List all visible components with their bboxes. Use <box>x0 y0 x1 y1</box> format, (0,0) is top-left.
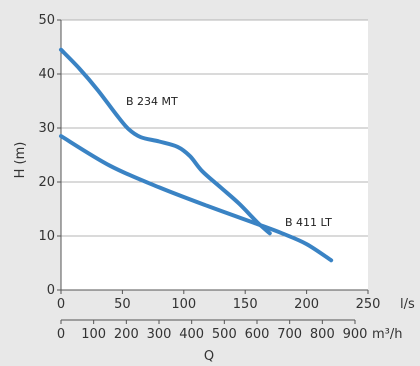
x-tick-label-100: 100 <box>171 297 196 312</box>
y-tick-label-0: 0 <box>47 283 55 298</box>
x2-tick-label-800: 800 <box>310 327 335 342</box>
x2-tick-label-900: 900 <box>343 327 368 342</box>
x-tick-label-0: 0 <box>57 297 65 312</box>
x2-tick-label-100: 100 <box>81 327 106 342</box>
axes <box>57 19 369 324</box>
series-lines <box>59 47 334 263</box>
y-tick-label-30: 30 <box>38 121 55 136</box>
y-tick-label-10: 10 <box>38 229 55 244</box>
y-tick-label-40: 40 <box>38 67 55 82</box>
x-primary-unit-label: l/s <box>400 297 415 312</box>
x2-tick-label-0: 0 <box>57 327 65 342</box>
x2-tick-label-400: 400 <box>179 327 204 342</box>
series-line-b-234-mt <box>59 47 272 236</box>
x-tick-label-50: 50 <box>114 297 131 312</box>
x-tick-label-200: 200 <box>294 297 319 312</box>
x2-tick-label-500: 500 <box>212 327 237 342</box>
series-line-b-411-lt <box>59 134 334 263</box>
x-secondary-unit-label: m³/h <box>372 327 403 342</box>
x2-tick-label-300: 300 <box>147 327 172 342</box>
x2-tick-label-700: 700 <box>277 327 302 342</box>
x2-tick-label-600: 600 <box>245 327 270 342</box>
x-tick-label-250: 250 <box>356 297 381 312</box>
y-tick-label-20: 20 <box>38 175 55 190</box>
y-tick-label-50: 50 <box>38 13 55 28</box>
y-axis-title: H (m) <box>13 142 28 179</box>
series-label-b234mt: B 234 MT <box>126 95 178 108</box>
plot-area <box>61 20 368 290</box>
x-axis-title: Q <box>204 349 214 364</box>
x-tick-label-150: 150 <box>233 297 258 312</box>
series-label-b411lt: B 411 LT <box>285 216 332 229</box>
x2-tick-label-200: 200 <box>114 327 139 342</box>
